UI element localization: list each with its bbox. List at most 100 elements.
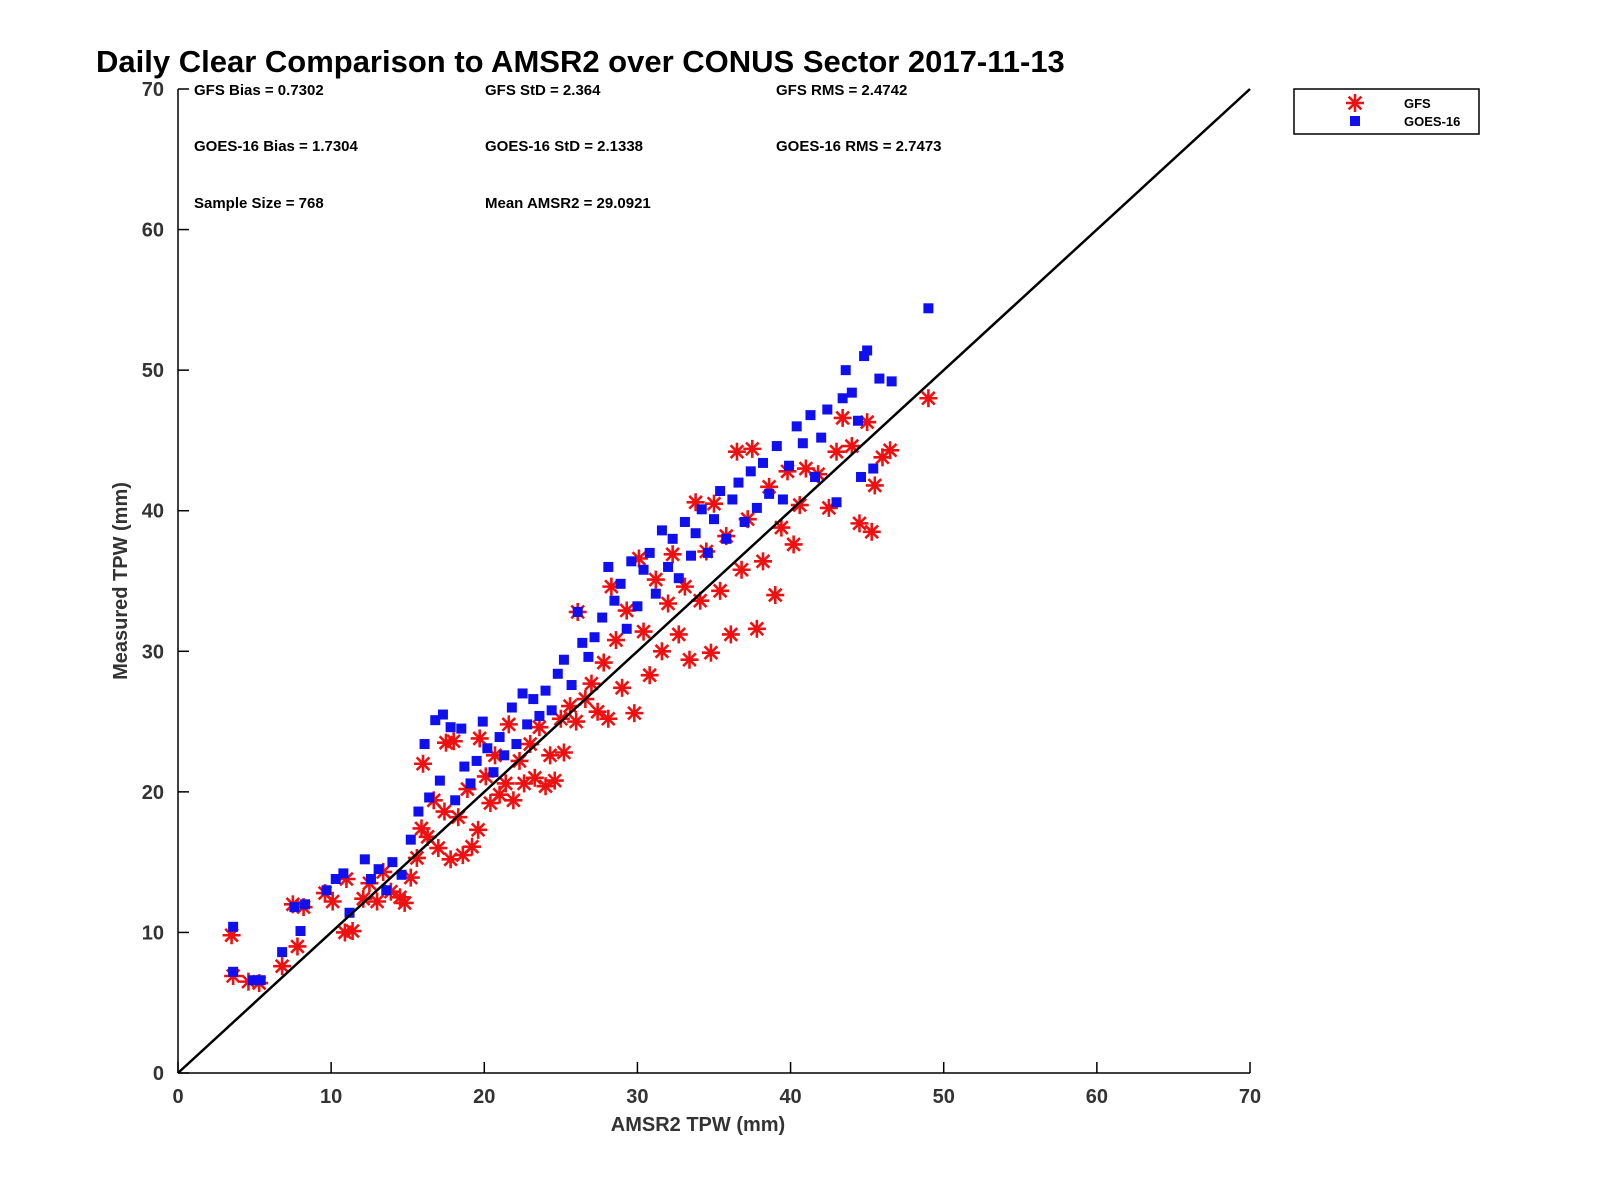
gfs-point <box>833 408 852 427</box>
goes16-point <box>522 719 533 730</box>
gfs-point <box>659 594 678 613</box>
gfs-point <box>594 653 613 672</box>
goes16-point <box>822 404 833 415</box>
gfs-point <box>634 622 653 641</box>
goes16-point <box>727 494 738 505</box>
goes16-point <box>751 502 762 513</box>
goes16-point <box>644 547 655 558</box>
goes16-point <box>300 899 311 910</box>
gfs-point <box>881 441 900 460</box>
goes16-point <box>459 761 470 772</box>
y-tick-label: 50 <box>142 360 164 382</box>
goes16-point <box>673 573 684 584</box>
gfs-point <box>711 581 730 600</box>
gfs-point <box>414 754 433 773</box>
goes16-point <box>450 795 461 806</box>
gfs-point <box>429 839 448 858</box>
goes16-point <box>589 632 600 643</box>
goes16-point <box>534 710 545 721</box>
gfs-point <box>919 389 938 408</box>
gfs-point <box>273 957 292 976</box>
gfs-point <box>288 937 307 956</box>
goes16-point <box>784 460 795 471</box>
goes16-point <box>831 497 842 508</box>
gfs-point <box>407 848 426 867</box>
gfs-point <box>490 785 509 804</box>
goes16-point <box>745 466 756 477</box>
goes16-point <box>528 694 539 705</box>
goes16-point <box>228 966 239 977</box>
gfs-point <box>343 922 362 941</box>
gfs-point <box>496 774 515 793</box>
gfs-point <box>525 768 544 787</box>
gfs-point <box>865 476 884 495</box>
goes16-point <box>419 739 430 750</box>
goes16-point <box>511 739 522 750</box>
gfs-point <box>625 704 644 723</box>
goes16-point <box>499 750 510 761</box>
x-tick-label: 30 <box>626 1086 648 1108</box>
x-tick-label: 60 <box>1086 1086 1108 1108</box>
goes16-point <box>517 688 528 699</box>
goes16-point <box>837 393 848 404</box>
goes16-point <box>859 351 870 362</box>
gfs-point <box>395 893 414 912</box>
goes16-point <box>686 550 697 561</box>
gfs-point <box>469 820 488 839</box>
goes16-point <box>482 743 493 754</box>
goes16-point <box>856 471 867 482</box>
goes16-point <box>696 504 707 515</box>
goes16-point <box>810 471 821 482</box>
gfs-point <box>747 619 766 638</box>
goes16-point <box>494 732 505 743</box>
goes16-point <box>344 907 355 918</box>
gfs-point <box>842 437 861 456</box>
legend-gfs-asterisk <box>1346 94 1364 112</box>
gfs-point <box>743 439 762 458</box>
goes16-point <box>797 438 808 449</box>
gfs-point <box>368 892 387 911</box>
goes16-point <box>572 606 583 617</box>
y-tick-label: 20 <box>142 782 164 804</box>
gfs-point <box>541 746 560 765</box>
goes16-point <box>387 857 398 868</box>
goes16-point <box>638 564 649 575</box>
goes16-point <box>248 975 259 986</box>
goes16-point <box>456 723 467 734</box>
legend-goes16-marker <box>1350 116 1360 126</box>
gfs-point <box>435 802 454 821</box>
gfs-point <box>790 496 809 515</box>
gfs-point <box>663 545 682 564</box>
x-tick-label: 0 <box>172 1086 183 1108</box>
gfs-point <box>705 494 723 513</box>
goes16-point <box>405 834 416 845</box>
x-tick-label: 70 <box>1239 1086 1261 1108</box>
stat-goes16-rms: GOES-16 RMS = 2.7473 <box>776 138 942 155</box>
gfs-point <box>463 837 482 856</box>
goes16-point <box>715 486 726 497</box>
stat-gfs-rms: GFS RMS = 2.4742 <box>776 82 907 99</box>
goes16-point <box>733 477 744 488</box>
series-gfs <box>222 389 938 993</box>
goes16-point <box>488 767 499 778</box>
goes16-point <box>874 373 885 384</box>
goes16-point <box>679 516 690 527</box>
goes16-point <box>506 702 517 713</box>
goes16-point <box>577 637 588 648</box>
legend-goes16-square <box>1350 116 1360 126</box>
goes16-point <box>771 441 782 452</box>
y-tick-label: 10 <box>142 922 164 944</box>
goes16-point <box>597 612 608 623</box>
gfs-point <box>481 794 500 813</box>
y-tick-label: 30 <box>142 641 164 663</box>
legend-gfs-label: GFS <box>1404 96 1431 111</box>
goes16-point <box>338 868 349 879</box>
goes16-point <box>289 902 300 913</box>
legend: GFS GOES-16 <box>1293 88 1480 135</box>
goes16-point <box>437 709 448 720</box>
goes16-point <box>721 533 732 544</box>
stats-annotations: GFS Bias = 0.7302 GFS StD = 2.364 GFS RM… <box>194 82 942 212</box>
goes16-point <box>739 516 750 527</box>
goes16-point <box>445 722 456 733</box>
goes16-point <box>330 874 341 885</box>
